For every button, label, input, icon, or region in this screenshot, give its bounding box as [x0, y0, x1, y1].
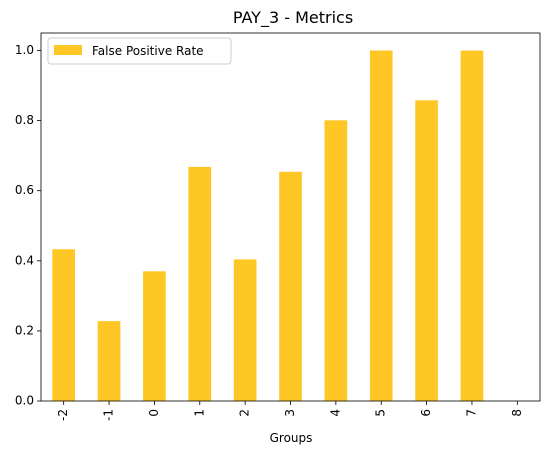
x-tick-label: -2 — [56, 409, 70, 421]
plot-frame — [40, 32, 541, 402]
y-tick-label: 0.4 — [15, 253, 34, 267]
legend-box — [47, 37, 232, 65]
legend-swatch — [54, 45, 82, 55]
x-tick-label: 3 — [283, 409, 297, 417]
x-tick-label: 7 — [464, 409, 478, 417]
x-tick-label: 5 — [374, 409, 388, 417]
legend-label: False Positive Rate — [92, 44, 204, 58]
y-tick-label: 0.6 — [15, 183, 34, 197]
bar — [188, 166, 212, 401]
x-tick-label: 2 — [238, 409, 252, 417]
x-axis-label: Groups — [270, 431, 313, 445]
x-tick-label: 4 — [328, 409, 342, 417]
bar — [143, 271, 166, 401]
y-tick-label: 0.2 — [15, 323, 34, 337]
bar — [97, 321, 121, 401]
x-tick-label: 1 — [192, 409, 206, 417]
x-axis-ticks: -2 -1 0 1 2 3 4 5 6 7 8 — [56, 401, 524, 421]
y-axis-ticks: 0.0 0.2 0.4 0.6 0.8 1.0 — [15, 43, 41, 408]
bars-layer — [52, 50, 484, 402]
y-tick-label: 1.0 — [15, 43, 34, 57]
x-tick-label: 6 — [419, 409, 433, 417]
y-tick-label: 0.8 — [15, 113, 34, 127]
bar — [279, 171, 302, 401]
legend: False Positive Rate — [47, 37, 232, 65]
bar — [52, 249, 76, 401]
x-tick-label: 8 — [510, 409, 524, 417]
x-tick-label: 0 — [147, 409, 161, 417]
bar — [415, 100, 438, 401]
bar — [324, 120, 348, 402]
x-tick-label: -1 — [102, 409, 116, 421]
bar — [233, 259, 257, 401]
bar — [460, 50, 484, 402]
chart-title: PAY_3 - Metrics — [233, 8, 353, 28]
y-tick-label: 0.0 — [15, 394, 34, 408]
bar — [369, 50, 393, 402]
